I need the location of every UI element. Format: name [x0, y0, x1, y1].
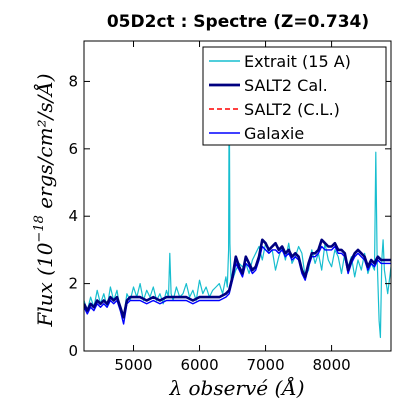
legend-label-0: Extrait (15 A) [244, 52, 351, 71]
y-axis-label: Flux (10−18 ergs/cm²/s/Å) [32, 73, 57, 327]
plot-area: 5000 6000 7000 8000 0 2 4 6 8 [68, 40, 392, 374]
y-axis-label-main: Flux (10 [33, 242, 57, 327]
y-axis-label-units: ergs/cm²/s/Å) [32, 73, 57, 215]
plot-frame [83, 40, 392, 352]
y-tick-label: 2 [68, 275, 78, 293]
legend-box [202, 46, 387, 146]
ticks-layer: 5000 6000 7000 8000 0 2 4 6 8 [68, 41, 391, 374]
y-tick-label: 4 [68, 207, 78, 225]
x-tick-label: 5000 [114, 356, 152, 374]
legend-label-2: SALT2 (C.L.) [244, 100, 340, 119]
x-axis-label: λ observé (Å) [168, 375, 304, 400]
series-layer [84, 70, 391, 339]
x-tick-label: 6000 [180, 356, 218, 374]
y-tick-label: 8 [68, 72, 78, 90]
y-axis-label-exponent: −18 [32, 215, 47, 242]
legend-label-1: SALT2 Cal. [244, 76, 328, 95]
series-line-1 [84, 238, 391, 319]
svg-text:Flux (10−18 ergs/cm²/s/Å): Flux (10−18 ergs/cm²/s/Å) [32, 73, 57, 327]
y-tick-label: 0 [68, 342, 78, 360]
legend: Extrait (15 A) SALT2 Cal. SALT2 (C.L.) Gala… [202, 46, 387, 146]
chart-title: 05D2ct : Spectre (Z=0.734) [107, 12, 369, 32]
x-tick-label: 7000 [246, 356, 284, 374]
y-tick-label: 6 [68, 140, 78, 158]
x-tick-label: 8000 [312, 356, 350, 374]
legend-label-3: Galaxie [244, 124, 304, 143]
